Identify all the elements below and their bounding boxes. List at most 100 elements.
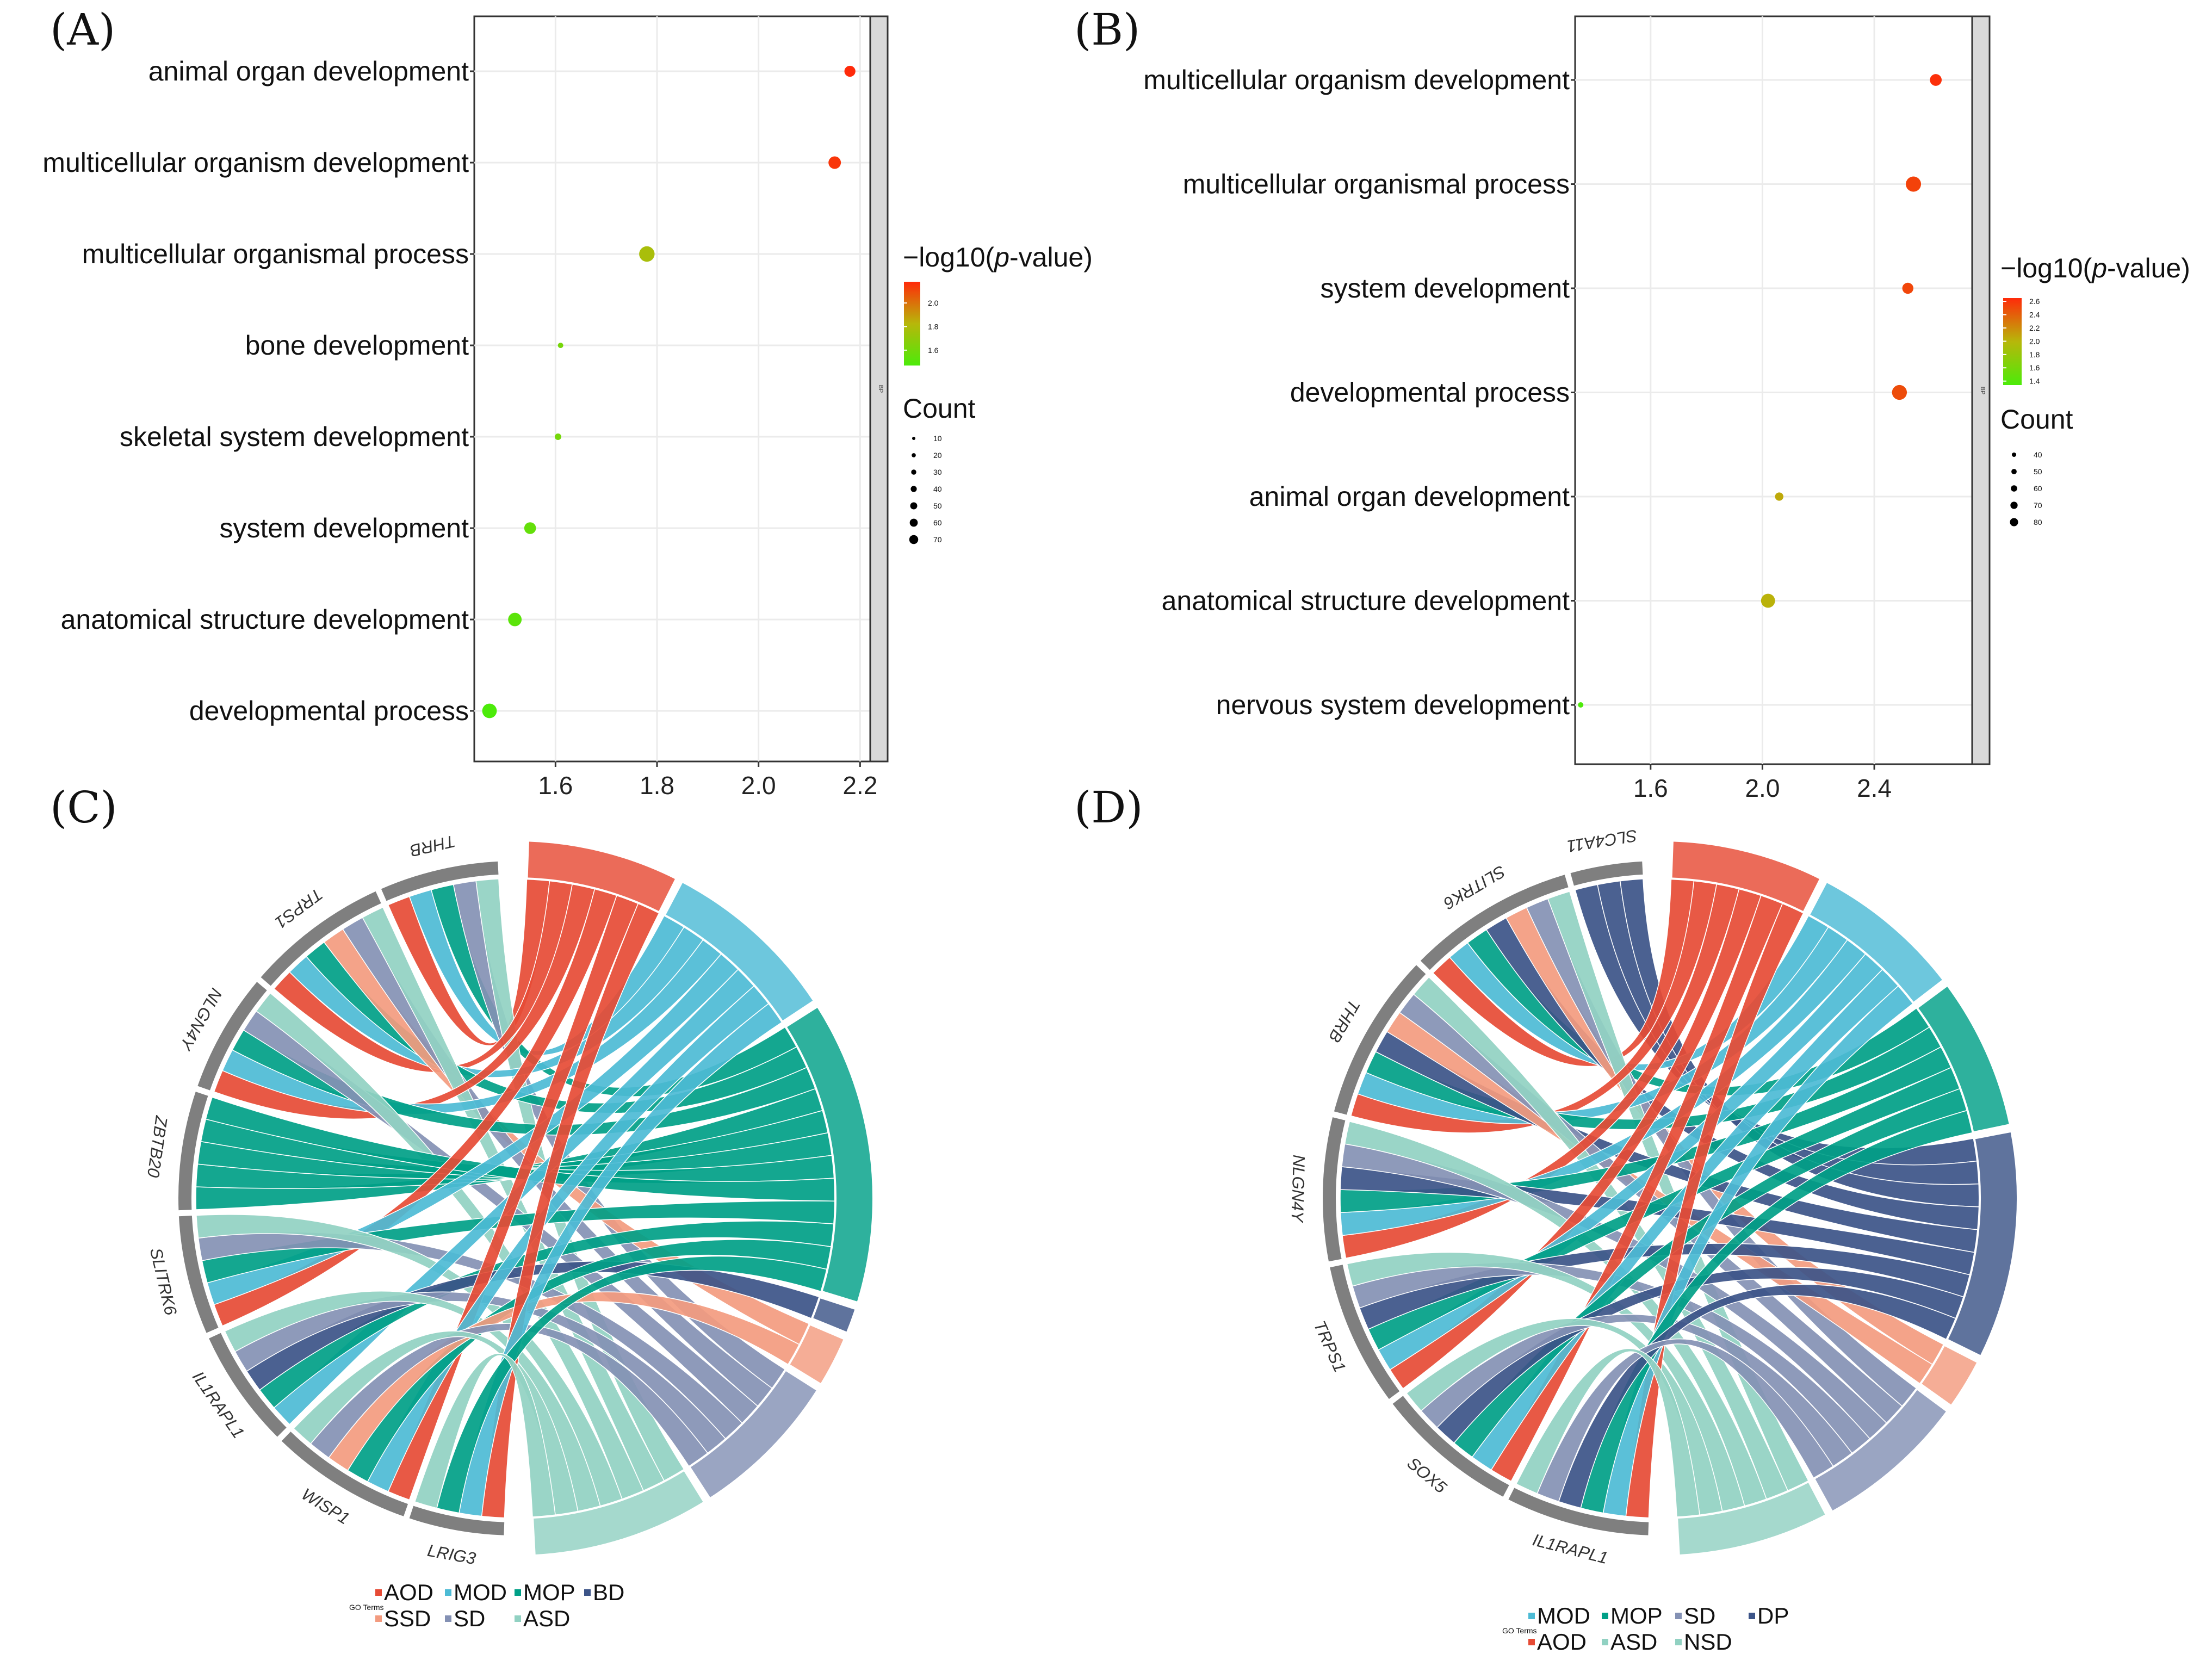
legend-label: AOD xyxy=(1537,1629,1587,1655)
dot-plot-a: animal organ development multicellular or… xyxy=(42,15,1093,800)
size-legend-dot xyxy=(910,502,918,510)
size-legend-dot xyxy=(2011,485,2017,492)
legend-label: ASD xyxy=(1610,1629,1657,1655)
gene-sector xyxy=(1420,875,1569,970)
chord-link xyxy=(1558,1284,1957,1509)
gene-sector xyxy=(1330,1265,1400,1399)
term-label: developmental process xyxy=(1290,377,1570,408)
legend-key xyxy=(515,1589,521,1596)
legend-label: SD xyxy=(1684,1603,1715,1628)
legend-label: NSD xyxy=(1684,1629,1732,1655)
legend-key xyxy=(1675,1639,1682,1645)
color-tick-label: 1.6 xyxy=(928,346,939,355)
legend-label: SD xyxy=(454,1606,485,1631)
size-legend-label: 30 xyxy=(933,468,942,476)
term-sector xyxy=(531,1468,706,1557)
size-legend-dot xyxy=(2011,452,2017,457)
gene-label: IL1RAPL1 xyxy=(1531,1530,1610,1568)
chord-link xyxy=(213,883,596,1119)
term-label: system development xyxy=(219,513,469,543)
x-tick-label: 2.0 xyxy=(741,771,776,800)
term-sector xyxy=(810,1296,858,1335)
chord-links-c xyxy=(195,878,836,1519)
gene-label: LRIG3 xyxy=(426,1541,477,1568)
size-legend-dot xyxy=(2011,469,2017,474)
term-sector xyxy=(687,1368,820,1501)
term-sector xyxy=(1670,839,1823,914)
gene-sector xyxy=(409,1506,505,1535)
chord-link xyxy=(1340,1046,1953,1213)
chord-link xyxy=(347,1239,833,1483)
chord-sectors-d xyxy=(1323,839,2019,1557)
color-bar-a xyxy=(904,282,920,366)
data-point xyxy=(828,156,841,169)
chord-link xyxy=(1536,1338,1835,1502)
chord-link xyxy=(1352,1262,1871,1454)
size-legend-label: 60 xyxy=(933,518,942,527)
x-tick-label: 1.6 xyxy=(1633,774,1668,802)
facet-strip-b xyxy=(1971,15,1991,765)
gene-label: WISP1 xyxy=(298,1484,352,1528)
chord-link xyxy=(328,1291,801,1471)
chord-link xyxy=(1602,984,1914,1517)
panel-label-d: (D) xyxy=(1074,782,1143,833)
legend-key xyxy=(375,1589,382,1596)
term-sector xyxy=(1945,1130,2019,1358)
chord-link xyxy=(221,939,722,1115)
term-sector xyxy=(1918,1343,1980,1408)
color-tick-label: 1.4 xyxy=(2029,377,2040,386)
color-tick-label: 1.6 xyxy=(2029,363,2040,372)
gene-label: THRB xyxy=(408,832,457,860)
x-tick-label: 2.4 xyxy=(1857,774,1892,802)
size-legend-label: 10 xyxy=(933,434,942,443)
term-label: multicellular organism development xyxy=(42,147,469,178)
facet-strip-label-b: BP xyxy=(1979,387,1986,395)
size-legend-dot xyxy=(912,453,916,457)
gene-label: NLGN4Y xyxy=(1288,1155,1309,1224)
chord-link xyxy=(1389,888,1762,1390)
chord-link xyxy=(310,1323,709,1467)
chord-link xyxy=(436,1255,828,1514)
color-legend-title-a: −log10(p-value) xyxy=(903,242,1093,272)
term-label: multicellular organismal process xyxy=(82,239,469,269)
panel-label-b: (B) xyxy=(1074,4,1140,55)
gene-label: TRPS1 xyxy=(1310,1318,1349,1375)
legend-key xyxy=(445,1589,451,1596)
data-point xyxy=(508,612,522,627)
term-label: anatomical structure development xyxy=(1162,586,1570,616)
chord-link xyxy=(342,916,773,1408)
gene-sector xyxy=(1334,965,1426,1115)
gene-label: ZBTB20 xyxy=(144,1114,171,1179)
size-legend-label: 60 xyxy=(2034,484,2042,493)
legend-key xyxy=(584,1589,591,1596)
term-sector xyxy=(525,839,678,914)
size-legend-label: 40 xyxy=(2034,450,2042,459)
gene-sector xyxy=(1392,1396,1509,1497)
term-label: system development xyxy=(1320,273,1570,303)
chord-diagram-d: IL1RAPL1SOX5TRPS1NLGN4YTHRBSLITRK6SLC4A1… xyxy=(1288,826,2019,1655)
legend-key xyxy=(1675,1613,1682,1619)
color-tick-label: 1.8 xyxy=(2029,350,2040,359)
term-label: anatomical structure development xyxy=(61,604,469,635)
x-axis-b: 1.6 2.0 2.4 xyxy=(1633,764,1892,802)
legend-label: DP xyxy=(1757,1603,1789,1628)
legend-label: AOD xyxy=(384,1580,433,1605)
term-sector xyxy=(1807,879,1945,1005)
panel-label-a: (A) xyxy=(50,4,115,55)
term-label: developmental process xyxy=(189,696,469,726)
chord-legend-title: GO Terms xyxy=(349,1603,384,1612)
term-sector xyxy=(787,1322,846,1386)
size-legend-title-b: Count xyxy=(2000,404,2073,435)
chord-link xyxy=(1375,1031,1979,1253)
gene-sector xyxy=(1323,1117,1346,1262)
color-ticks-a: 2.0 1.8 1.6 xyxy=(904,299,939,355)
chord-link xyxy=(1436,1267,1965,1444)
color-tick-label: 2.2 xyxy=(2029,324,2040,332)
gene-sector xyxy=(281,1432,408,1516)
size-legend-b: 40 50 60 70 80 xyxy=(2010,450,2042,527)
term-labels-b: multicellular organism development multic… xyxy=(1143,65,1575,720)
gene-label: THRB xyxy=(1325,996,1364,1046)
legend-b: −log10(p-value) 2.6 2.4 2.2 2.0 1.8 1.6 1.4 Co… xyxy=(2000,253,2190,527)
legend-key xyxy=(1602,1639,1608,1645)
